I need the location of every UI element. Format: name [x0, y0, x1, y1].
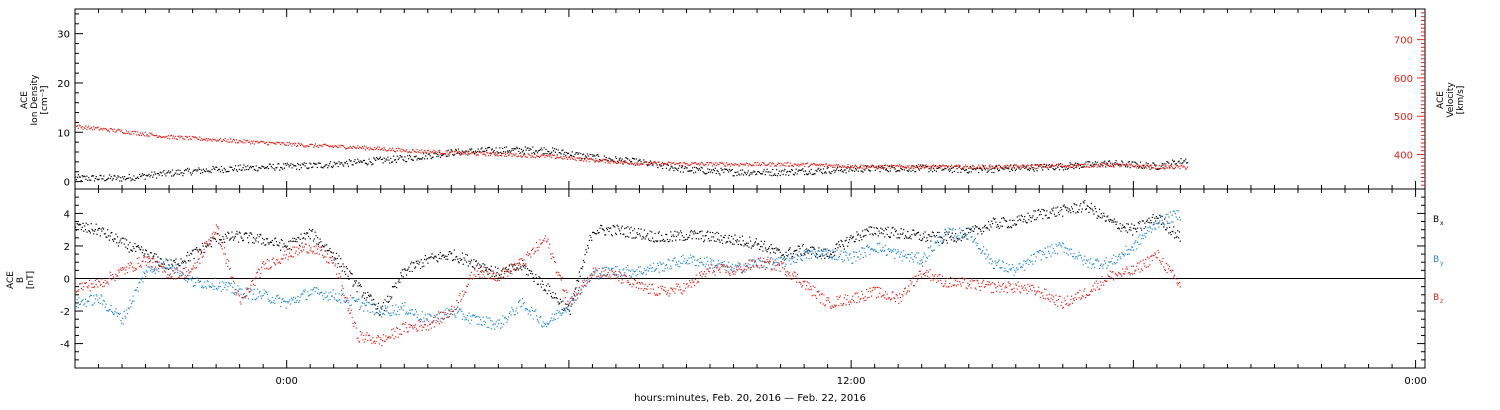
y-axis-label: ACE Ion Density [cm⁻³]: [20, 74, 50, 126]
x-tick-label: 12:00: [837, 376, 866, 387]
y-tick-label: 10: [57, 128, 70, 139]
y2-tick-label: 500: [1394, 112, 1413, 123]
y-tick-label: -4: [60, 340, 70, 351]
y2-tick-label: 600: [1394, 74, 1413, 85]
y-axis-label-line: ACE: [1436, 91, 1446, 109]
y2-tick-label: 700: [1394, 36, 1413, 47]
bx-series: [75, 200, 1181, 316]
y-axis-label-line: Ion Density: [30, 74, 40, 126]
y-axis-label: ACE Velocity [km/s]: [1436, 82, 1466, 118]
y-axis-label: ACE B [nT]: [6, 271, 36, 289]
legend-label-bz: B: [1433, 293, 1439, 303]
velocity-series: [75, 124, 1189, 170]
by-series: [75, 209, 1181, 330]
y-tick-label: 2: [64, 242, 70, 253]
x-axis-label: hours:minutes, Feb. 20, 2016 — Feb. 22, …: [634, 393, 866, 404]
y-tick-label: 30: [57, 30, 70, 41]
legend-subscript-by: y: [1440, 260, 1444, 267]
y-axis-label-line: Velocity: [1446, 82, 1456, 118]
y-axis-label-line: [cm⁻³]: [40, 85, 50, 114]
y-axis-label-line: [nT]: [26, 271, 36, 289]
x-tick-label: 0:00: [275, 376, 297, 387]
top-panel-density-velocity: 0 10 20 30 400 500 600 700: [57, 8, 1426, 190]
y2-tick-label: 400: [1394, 151, 1413, 162]
bz-series: [75, 224, 1181, 347]
y-tick-label: 4: [64, 209, 70, 220]
legend-subscript-bx: x: [1440, 220, 1444, 227]
density-series: [75, 146, 1189, 182]
legend-subscript-bz: z: [1440, 298, 1443, 305]
y-axis-label-line: ACE: [6, 271, 16, 289]
y-tick-label: -2: [60, 307, 70, 318]
y-axis-label-line: [km/s]: [1456, 86, 1466, 115]
y-tick-label: 20: [57, 79, 70, 90]
top-panel-frame: [74, 8, 1426, 190]
bottom-panel-magnetic-field: -4 -2 0 2 4: [60, 188, 1426, 369]
x-tick-label: 0:00: [1404, 376, 1426, 387]
y-tick-label: 0: [64, 178, 70, 189]
y-tick-label: 0: [64, 275, 70, 286]
y-axis-label-line: B: [16, 277, 26, 283]
legend-label-bx: B: [1433, 215, 1439, 225]
y-axis-label-line: ACE: [20, 91, 30, 109]
legend-label-by: B: [1433, 255, 1439, 265]
